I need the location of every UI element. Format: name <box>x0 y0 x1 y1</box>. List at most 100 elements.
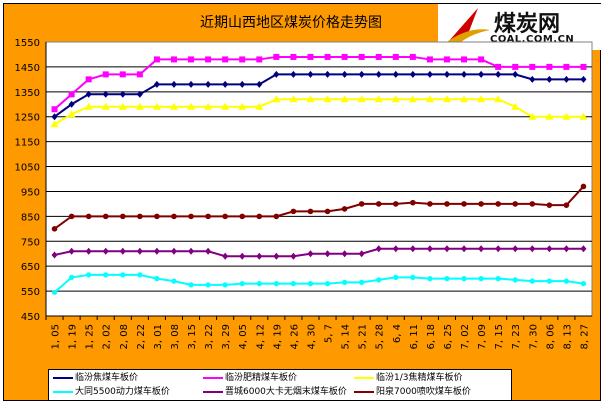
data-point <box>222 282 228 288</box>
y-tick-label: 1050 <box>15 163 40 174</box>
data-point <box>102 213 109 220</box>
data-point <box>324 281 331 287</box>
data-point <box>273 53 280 60</box>
legend-item: 临汾焦煤车板价 <box>53 371 138 385</box>
x-tick-label: 3, 22 <box>204 324 215 349</box>
data-point <box>426 245 433 253</box>
x-tick-label: 1, 25 <box>85 324 96 349</box>
data-point <box>546 75 553 83</box>
data-point <box>101 102 110 110</box>
legend-label: 晋城6000大卡无烟末煤车板价 <box>225 387 347 397</box>
data-point <box>478 70 485 78</box>
data-point <box>324 70 331 78</box>
data-point <box>307 70 314 78</box>
data-point <box>102 247 109 255</box>
data-point <box>443 70 450 78</box>
data-point <box>137 213 143 220</box>
data-point <box>425 95 434 103</box>
data-point <box>426 70 433 78</box>
data-point <box>307 208 314 215</box>
legend-item: 晋城6000大卡无烟末煤车板价 <box>203 385 347 399</box>
data-point <box>341 250 348 258</box>
data-point <box>340 95 349 103</box>
data-point <box>205 56 212 63</box>
data-point <box>119 71 126 78</box>
x-tick-label: 5, 7 <box>324 324 335 343</box>
data-point <box>392 245 399 253</box>
data-point <box>188 213 194 220</box>
data-point <box>341 206 348 212</box>
data-point <box>512 201 519 207</box>
data-point <box>256 56 263 63</box>
legend-swatch <box>354 376 374 379</box>
data-point <box>512 63 519 70</box>
data-point <box>103 272 109 278</box>
legend-item: 大同5500动力煤车板价 <box>53 385 170 399</box>
data-point <box>256 252 263 260</box>
data-point <box>289 95 298 103</box>
data-point <box>460 95 469 103</box>
data-point <box>51 251 58 259</box>
y-tick-label: 750 <box>21 237 40 248</box>
data-point <box>341 279 348 285</box>
data-point <box>222 252 229 260</box>
data-point <box>323 95 332 103</box>
data-point <box>239 252 246 260</box>
data-point <box>375 70 382 78</box>
data-point <box>68 247 75 255</box>
data-point <box>324 53 331 60</box>
x-tick-label: 1, 05 <box>51 324 62 349</box>
data-point <box>120 272 126 278</box>
data-point <box>239 281 245 287</box>
series-3 <box>51 272 587 295</box>
legend-label: 临汾肥精煤车板价 <box>225 373 298 383</box>
data-point <box>461 70 468 78</box>
data-point <box>495 245 502 253</box>
data-point <box>443 56 450 63</box>
data-point <box>478 276 484 282</box>
data-point <box>410 274 416 280</box>
data-point <box>256 213 263 220</box>
legend-item: 临汾肥精煤车板价 <box>203 371 297 385</box>
legend-swatch <box>354 390 374 393</box>
data-point <box>222 213 228 220</box>
data-point <box>528 112 537 120</box>
chart-title: 近期山西地区煤炭价格走势图 <box>200 15 382 31</box>
data-point <box>529 245 536 253</box>
x-tick-label: 8, 27 <box>579 324 590 349</box>
data-point <box>443 245 450 253</box>
data-point <box>290 281 297 287</box>
plot-area <box>45 41 593 317</box>
data-point <box>391 95 400 103</box>
data-point <box>392 201 399 207</box>
data-point <box>152 102 161 110</box>
data-point <box>119 213 126 220</box>
data-point <box>239 80 246 88</box>
data-point <box>238 102 247 110</box>
data-point <box>324 208 331 215</box>
data-point <box>119 90 126 98</box>
data-point <box>563 63 570 70</box>
legend-label: 阳泉7000喷吹煤车板价 <box>376 387 471 397</box>
data-point <box>153 80 160 88</box>
data-point <box>239 213 246 220</box>
data-point <box>239 56 246 63</box>
data-point <box>324 250 331 258</box>
y-tick-label: 1350 <box>15 88 40 99</box>
x-tick-label: 3, 08 <box>170 324 181 349</box>
y-tick-label: 1450 <box>15 63 40 74</box>
data-point <box>546 245 553 253</box>
data-point <box>67 110 76 118</box>
data-point <box>563 75 570 83</box>
data-point <box>136 247 143 255</box>
data-point <box>204 102 213 110</box>
data-point <box>205 80 212 88</box>
data-point <box>171 213 177 220</box>
data-point <box>135 102 144 110</box>
legend-swatch <box>53 376 73 379</box>
data-point <box>86 272 92 278</box>
x-tick-label: 4, 19 <box>272 324 283 349</box>
x-tick-label: 7, 15 <box>494 324 505 349</box>
data-point <box>102 71 109 78</box>
data-point <box>341 53 348 60</box>
